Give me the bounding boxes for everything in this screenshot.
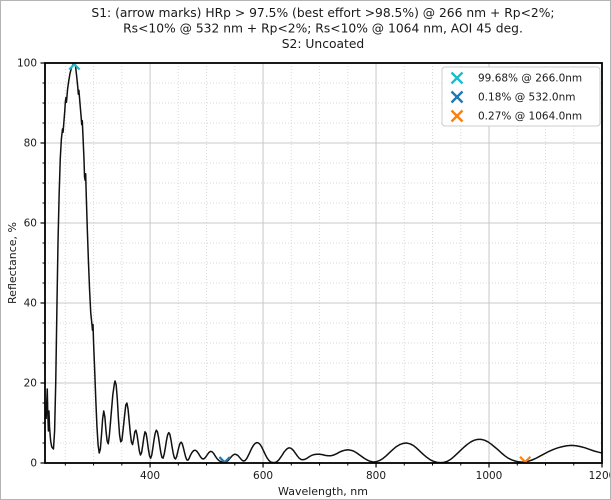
reflectance-curve xyxy=(45,63,602,463)
y-tick-label: 60 xyxy=(24,218,37,230)
curve-x-marker-icon xyxy=(519,455,532,463)
y-tick-label: 100 xyxy=(17,58,37,70)
x-tick-label: 800 xyxy=(366,470,386,482)
minor-gridlines xyxy=(45,63,602,463)
legend-x-marker-icon xyxy=(450,109,464,123)
legend-entry: 99.68% @ 266.0nm xyxy=(450,71,582,85)
x-tick-label: 400 xyxy=(140,470,160,482)
x-tick-label: 600 xyxy=(253,470,273,482)
legend-entry: 0.27% @ 1064.0nm xyxy=(450,109,582,123)
legend: 99.68% @ 266.0nm 0.18% @ 532.0nm 0.27% @ 1… xyxy=(441,66,601,127)
chart-title-line-1: S1: (arrow marks) HRp > 97.5% (best effo… xyxy=(91,6,554,20)
chart-title-line-2: Rs<10% @ 532 nm + Rp<2%; Rs<10% @ 1064 n… xyxy=(123,22,523,36)
legend-x-marker-icon xyxy=(450,90,464,104)
plot-frame xyxy=(44,62,603,464)
legend-box xyxy=(441,66,601,127)
y-tick-label: 40 xyxy=(24,298,37,310)
y-tick-label: 20 xyxy=(24,378,37,390)
x-tick-label: 1000 xyxy=(476,470,503,482)
chart-title-line-3: S2: Uncoated xyxy=(282,37,365,51)
legend-label: 0.27% @ 1064.0nm xyxy=(478,111,582,123)
legend-entry: 0.18% @ 532.0nm xyxy=(450,90,575,104)
legend-label: 0.18% @ 532.0nm xyxy=(478,92,575,104)
y-axis-label: Reflectance, % xyxy=(6,222,19,304)
major-gridlines xyxy=(45,62,603,464)
curve-x-marker-icon xyxy=(68,63,81,71)
y-tick-label: 0 xyxy=(30,458,37,470)
y-tick-label: 80 xyxy=(24,138,37,150)
legend-label: 99.68% @ 266.0nm xyxy=(478,73,582,85)
x-axis-label: Wavelength, nm xyxy=(278,485,368,498)
legend-x-marker-icon xyxy=(450,71,464,85)
